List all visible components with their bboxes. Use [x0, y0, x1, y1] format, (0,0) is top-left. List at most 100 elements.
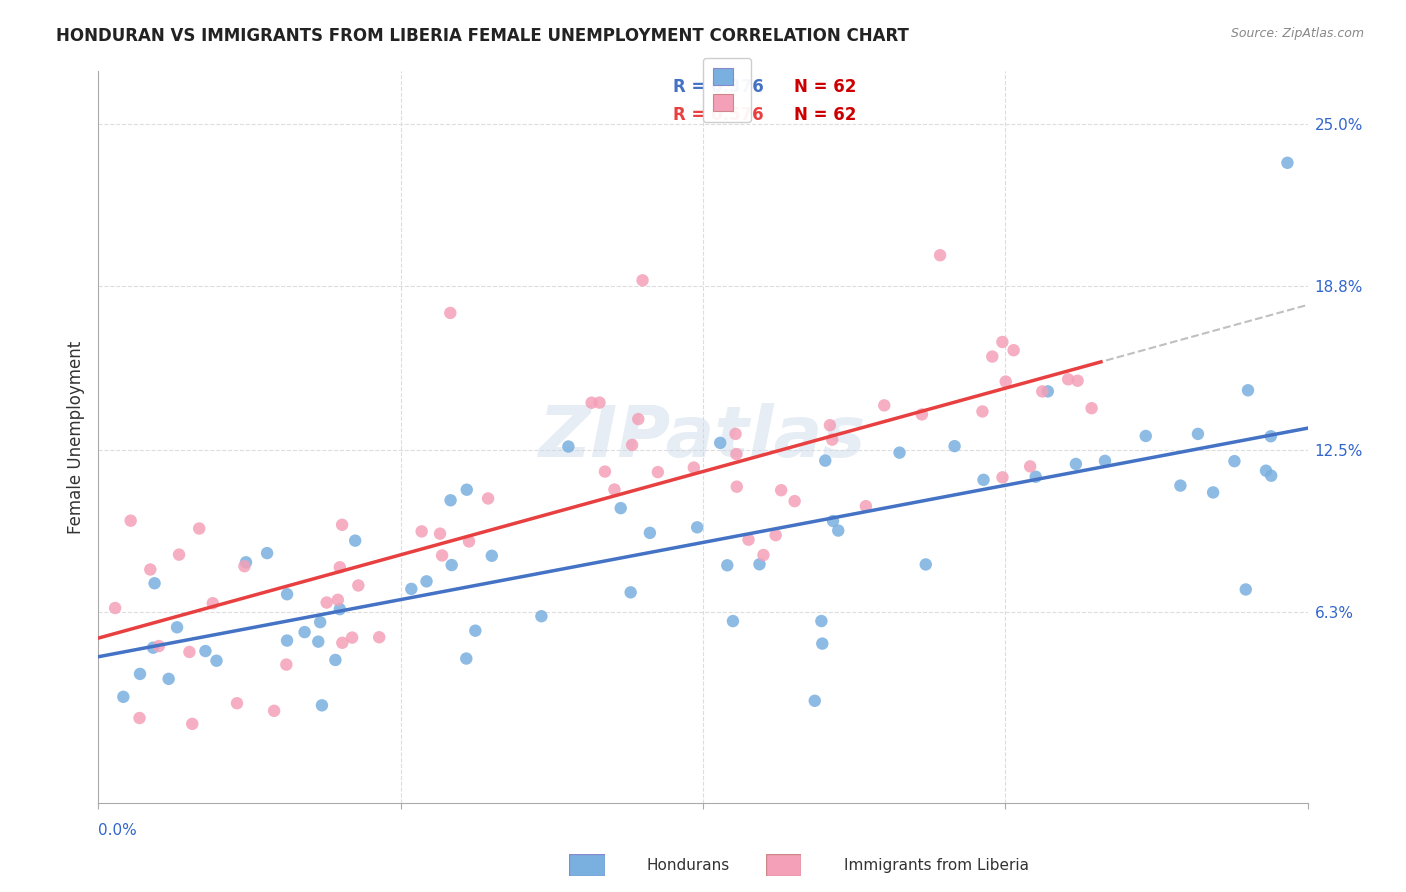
- Point: [991, 470, 1014, 484]
- Point: [181, 717, 204, 731]
- Point: [803, 694, 825, 708]
- Point: [148, 639, 170, 653]
- Point: [128, 711, 150, 725]
- Point: [818, 418, 841, 433]
- Point: [811, 637, 834, 651]
- Point: [276, 657, 298, 672]
- Point: [991, 334, 1014, 349]
- Point: [440, 558, 463, 572]
- Point: [721, 614, 744, 628]
- Point: [439, 306, 461, 320]
- Point: [157, 672, 180, 686]
- Text: R = 0.376: R = 0.376: [673, 78, 763, 96]
- Point: [1260, 429, 1282, 443]
- Point: [855, 499, 877, 513]
- Point: [943, 439, 966, 453]
- Point: [263, 704, 285, 718]
- Point: [294, 625, 316, 640]
- Point: [603, 483, 626, 497]
- Point: [929, 248, 952, 262]
- Point: [325, 653, 347, 667]
- Point: [129, 666, 152, 681]
- Point: [621, 438, 644, 452]
- Point: [631, 273, 654, 287]
- Point: [1031, 384, 1053, 399]
- Point: [770, 483, 793, 498]
- Point: [709, 435, 731, 450]
- Point: [326, 592, 349, 607]
- Point: [530, 609, 553, 624]
- Point: [581, 395, 603, 409]
- Point: [112, 690, 135, 704]
- Point: [1254, 464, 1277, 478]
- Point: [873, 398, 896, 412]
- Point: [276, 587, 298, 601]
- Y-axis label: Female Unemployment: Female Unemployment: [66, 341, 84, 533]
- Point: [344, 533, 367, 548]
- Point: [256, 546, 278, 560]
- Point: [972, 404, 994, 418]
- Text: ZIPatlas: ZIPatlas: [540, 402, 866, 472]
- Point: [1170, 478, 1192, 492]
- Point: [456, 651, 478, 665]
- Point: [994, 375, 1017, 389]
- Point: [725, 447, 748, 461]
- Point: [737, 533, 759, 547]
- Point: [821, 433, 844, 447]
- Point: [368, 630, 391, 644]
- Point: [120, 514, 142, 528]
- Point: [810, 614, 832, 628]
- Point: [765, 528, 787, 542]
- Text: N = 62: N = 62: [793, 78, 856, 96]
- Point: [401, 582, 423, 596]
- Point: [429, 526, 451, 541]
- Point: [1057, 372, 1080, 386]
- Point: [330, 517, 353, 532]
- Point: [1066, 374, 1088, 388]
- Point: [456, 483, 478, 497]
- Text: Source: ZipAtlas.com: Source: ZipAtlas.com: [1230, 27, 1364, 40]
- Text: N = 62: N = 62: [793, 106, 856, 124]
- Point: [330, 636, 353, 650]
- Point: [620, 585, 643, 599]
- Point: [139, 562, 162, 576]
- Point: [235, 555, 257, 569]
- Point: [166, 620, 188, 634]
- Point: [477, 491, 499, 506]
- Point: [588, 395, 610, 409]
- Point: [309, 615, 332, 629]
- Point: [464, 624, 486, 638]
- Point: [340, 631, 363, 645]
- Point: [686, 520, 709, 534]
- Point: [143, 576, 166, 591]
- Point: [889, 445, 911, 459]
- Point: [1036, 384, 1059, 399]
- Text: R = 0.576: R = 0.576: [673, 106, 763, 124]
- Point: [1064, 457, 1087, 471]
- Point: [179, 645, 201, 659]
- Point: [1202, 485, 1225, 500]
- Point: [1025, 469, 1047, 483]
- Point: [1223, 454, 1246, 468]
- Point: [329, 602, 352, 616]
- Point: [1237, 384, 1260, 398]
- Point: [205, 654, 228, 668]
- Point: [748, 558, 770, 572]
- Point: [1019, 459, 1042, 474]
- Point: [752, 548, 775, 562]
- Point: [914, 558, 936, 572]
- Point: [415, 574, 437, 589]
- Text: Hondurans: Hondurans: [647, 858, 730, 872]
- Point: [638, 525, 661, 540]
- Text: HONDURAN VS IMMIGRANTS FROM LIBERIA FEMALE UNEMPLOYMENT CORRELATION CHART: HONDURAN VS IMMIGRANTS FROM LIBERIA FEMA…: [56, 27, 910, 45]
- Point: [724, 426, 747, 441]
- Point: [1234, 582, 1257, 597]
- Point: [827, 524, 849, 538]
- Point: [315, 595, 337, 609]
- Point: [814, 453, 837, 467]
- Point: [1094, 454, 1116, 468]
- Point: [194, 644, 217, 658]
- Point: [276, 633, 298, 648]
- Point: [201, 596, 224, 610]
- Point: [609, 501, 631, 516]
